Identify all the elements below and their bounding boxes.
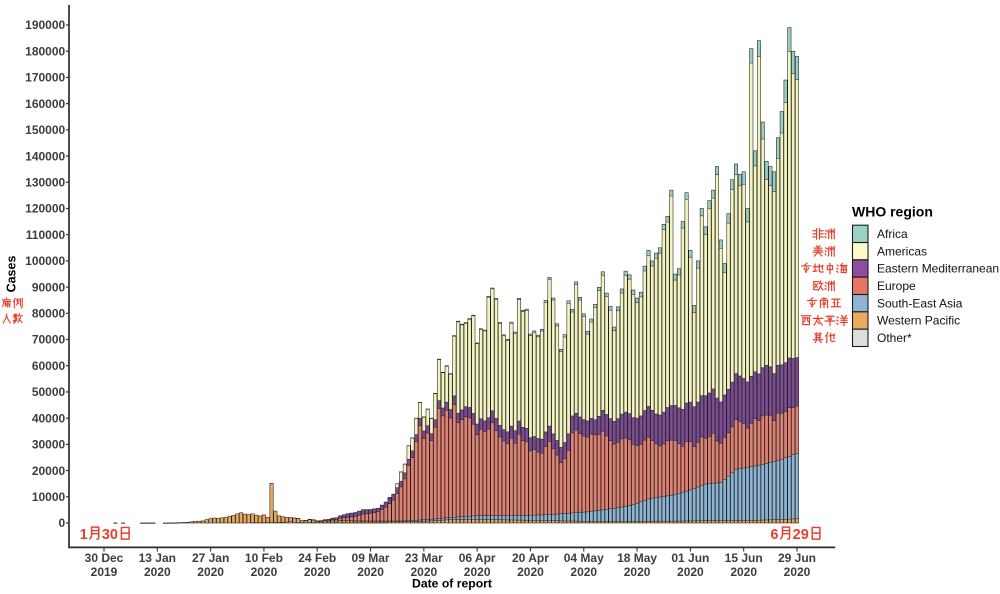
svg-text:20000: 20000 — [32, 464, 66, 478]
svg-text:Other*: Other* — [877, 331, 912, 345]
svg-text:2020: 2020 — [517, 565, 544, 579]
svg-text:30 Dec: 30 Dec — [85, 551, 124, 565]
svg-text:29 Jun: 29 Jun — [778, 551, 816, 565]
svg-text:29: 29 — [793, 527, 809, 543]
svg-text:0: 0 — [59, 516, 66, 530]
svg-text:140000: 140000 — [25, 149, 65, 163]
svg-text:10 Feb: 10 Feb — [245, 551, 283, 565]
svg-text:27 Jan: 27 Jan — [192, 551, 229, 565]
svg-text:190000: 190000 — [25, 18, 65, 32]
svg-text:60000: 60000 — [32, 359, 66, 373]
svg-text:150000: 150000 — [25, 123, 65, 137]
svg-text:06 Apr: 06 Apr — [459, 551, 496, 565]
svg-text:13 Jan: 13 Jan — [139, 551, 176, 565]
svg-text:30: 30 — [102, 527, 118, 543]
svg-text:80000: 80000 — [32, 307, 66, 321]
svg-text:2020: 2020 — [197, 565, 224, 579]
svg-text:160000: 160000 — [25, 97, 65, 111]
svg-text:23 Mar: 23 Mar — [405, 551, 443, 565]
svg-text:70000: 70000 — [32, 333, 66, 347]
svg-text:2020: 2020 — [251, 565, 278, 579]
svg-text:South-East Asia: South-East Asia — [877, 296, 963, 310]
svg-text:90000: 90000 — [32, 280, 66, 294]
svg-text:24 Feb: 24 Feb — [298, 551, 336, 565]
svg-text:2020: 2020 — [304, 565, 331, 579]
svg-text:110000: 110000 — [26, 228, 66, 242]
svg-text:Africa: Africa — [877, 227, 908, 241]
svg-text:6: 6 — [770, 527, 778, 543]
svg-text:20 Apr: 20 Apr — [512, 551, 549, 565]
svg-text:15 Jun: 15 Jun — [725, 551, 763, 565]
svg-text:1: 1 — [80, 527, 88, 543]
svg-text:180000: 180000 — [25, 44, 65, 58]
svg-text:Americas: Americas — [877, 244, 927, 258]
svg-text:18 May: 18 May — [617, 551, 657, 565]
svg-text:2020: 2020 — [570, 565, 597, 579]
svg-text:100000: 100000 — [25, 254, 65, 268]
svg-text:40000: 40000 — [32, 411, 66, 425]
svg-text:01 Jun: 01 Jun — [671, 551, 709, 565]
svg-text:10000: 10000 — [32, 490, 66, 504]
svg-text:2020: 2020 — [464, 565, 491, 579]
svg-text:2020: 2020 — [410, 565, 437, 579]
svg-text:2020: 2020 — [730, 565, 757, 579]
svg-text:04 May: 04 May — [564, 551, 604, 565]
svg-text:30000: 30000 — [32, 438, 66, 452]
svg-text:09 Mar: 09 Mar — [352, 551, 390, 565]
svg-text:2020: 2020 — [357, 565, 384, 579]
svg-text:2020: 2020 — [784, 565, 811, 579]
svg-text:Europe: Europe — [877, 279, 916, 293]
svg-text:2019: 2019 — [91, 565, 118, 579]
svg-text:Cases: Cases — [5, 256, 19, 293]
svg-text:Date of report: Date of report — [412, 577, 492, 591]
svg-text:Western Pacific: Western Pacific — [877, 314, 960, 328]
svg-text:Eastern Mediterranean: Eastern Mediterranean — [877, 262, 999, 276]
svg-text:130000: 130000 — [25, 175, 65, 189]
svg-text:170000: 170000 — [25, 71, 65, 85]
svg-text:50000: 50000 — [32, 385, 66, 399]
svg-text:2020: 2020 — [624, 565, 651, 579]
svg-text:2020: 2020 — [144, 565, 171, 579]
svg-text:2020: 2020 — [677, 565, 704, 579]
svg-text:WHO region: WHO region — [852, 204, 933, 220]
svg-text:120000: 120000 — [25, 202, 65, 216]
